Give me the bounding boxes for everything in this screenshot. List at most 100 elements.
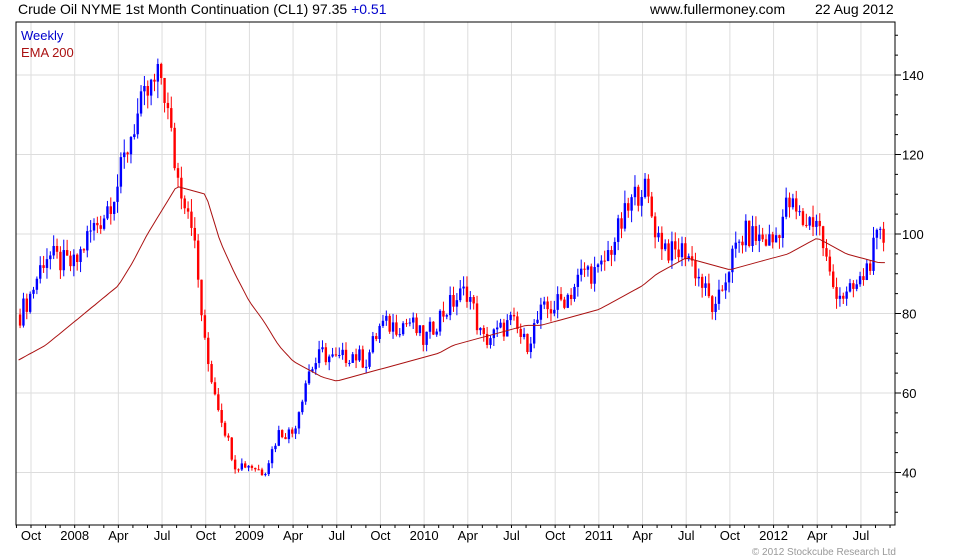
- weekly-bar-body: [459, 288, 462, 301]
- weekly-bar-body: [469, 296, 472, 302]
- chart-title: Crude Oil NYME 1st Month Continuation (C…: [18, 1, 387, 17]
- weekly-bar-body: [674, 241, 677, 250]
- copyright: © 2012 Stockcube Research Ltd: [751, 547, 896, 558]
- weekly-bar-body: [186, 208, 190, 212]
- weekly-bar-body: [102, 218, 106, 229]
- weekly-bar-body: [573, 286, 576, 300]
- weekly-bar-body: [401, 323, 405, 335]
- weekly-bar-body: [737, 241, 741, 243]
- weekly-bar-body: [606, 250, 610, 261]
- weekly-bar-body: [334, 354, 338, 356]
- weekly-bar-body: [623, 203, 627, 229]
- weekly-bar-body: [233, 459, 237, 470]
- weekly-bar-body: [593, 267, 596, 284]
- weekly-bar-body: [223, 422, 227, 436]
- weekly-bar-body: [485, 333, 489, 345]
- weekly-bar-body: [156, 63, 160, 82]
- weekly-bar-body: [512, 314, 516, 317]
- weekly-bar-body: [65, 250, 69, 256]
- weekly-bar-body: [210, 364, 213, 383]
- weekly-bar-body: [160, 63, 163, 78]
- weekly-bar-body: [287, 429, 291, 440]
- weekly-bar-body: [875, 229, 879, 238]
- weekly-bar-body: [697, 276, 700, 279]
- x-tick-label: 2011: [585, 528, 613, 543]
- weekly-bar-body: [361, 349, 364, 368]
- weekly-bar-body: [821, 226, 825, 249]
- weekly-bar-body: [603, 260, 606, 262]
- weekly-bar-body: [260, 469, 264, 476]
- weekly-bar-body: [825, 248, 828, 257]
- weekly-bar-body: [55, 245, 59, 252]
- weekly-bar-body: [721, 289, 724, 291]
- source-link[interactable]: www.fullermoney.com: [650, 1, 786, 17]
- weekly-bar-body: [616, 218, 620, 242]
- weekly-bar-body: [519, 328, 522, 337]
- weekly-bar-body: [59, 251, 62, 271]
- last-price: 97.35: [312, 1, 348, 17]
- weekly-bar-body: [653, 216, 657, 238]
- weekly-bar-body: [455, 300, 459, 307]
- weekly-bar-body: [277, 430, 280, 446]
- weekly-bar-body: [328, 356, 331, 363]
- y-tick-label: 60: [902, 386, 916, 401]
- weekly-bar-body: [462, 286, 465, 289]
- weekly-bar-body: [395, 322, 398, 335]
- weekly-bar-body: [496, 327, 499, 330]
- weekly-bar-body: [522, 333, 526, 337]
- weekly-bar-body: [771, 234, 774, 243]
- weekly-bar-body: [543, 301, 546, 305]
- chart-date: 22 Aug 2012: [815, 1, 894, 17]
- weekly-bar-body: [129, 137, 133, 155]
- weekly-bar-body: [227, 435, 230, 438]
- y-tick-label: 140: [902, 68, 924, 83]
- weekly-bar-body: [408, 322, 412, 324]
- weekly-bar-body: [321, 347, 324, 350]
- weekly-bar-body: [432, 321, 435, 335]
- weekly-bar-body: [445, 315, 448, 317]
- weekly-bar-body: [627, 203, 630, 211]
- weekly-bar-body: [852, 283, 855, 289]
- weekly-bar-body: [704, 283, 707, 288]
- weekly-bar-body: [640, 197, 643, 206]
- weekly-bar-body: [832, 271, 835, 288]
- weekly-bar-body: [364, 366, 368, 368]
- weekly-bar-body: [815, 220, 818, 227]
- weekly-bar-body: [418, 325, 422, 334]
- weekly-bar-body: [610, 250, 613, 255]
- weekly-bar-body: [69, 255, 72, 267]
- legend-weekly: Weekly: [21, 28, 64, 43]
- weekly-bar-body: [838, 295, 842, 299]
- weekly-bar-body: [354, 354, 358, 361]
- weekly-bar-body: [848, 283, 852, 292]
- x-tick-label: Jul: [678, 528, 695, 543]
- weekly-bar-body: [499, 322, 502, 328]
- weekly-bar-body: [539, 304, 543, 320]
- weekly-bar-body: [600, 260, 603, 265]
- weekly-bar-body: [415, 317, 418, 334]
- x-tick-label: Apr: [458, 528, 479, 543]
- weekly-bar-body: [650, 196, 653, 217]
- weekly-bar-body: [687, 256, 690, 260]
- weekly-bar-body: [684, 243, 687, 260]
- weekly-bar-body: [811, 217, 815, 227]
- weekly-bar-body: [385, 315, 388, 321]
- weekly-bar-body: [123, 152, 126, 158]
- x-tick-label: 2009: [235, 528, 264, 543]
- weekly-bar-body: [45, 259, 49, 268]
- weekly-bar-body: [865, 263, 868, 280]
- weekly-bar-body: [700, 276, 704, 288]
- weekly-bar-body: [264, 474, 267, 476]
- weekly-bar-body: [304, 383, 307, 402]
- weekly-bar-body: [324, 347, 328, 363]
- weekly-bar-body: [351, 354, 354, 363]
- weekly-bar-body: [348, 362, 351, 364]
- weekly-bar-body: [489, 338, 492, 345]
- weekly-bar-body: [18, 314, 22, 326]
- weekly-bar-body: [583, 268, 586, 270]
- weekly-bar-body: [664, 243, 667, 250]
- weekly-bar-body: [398, 334, 401, 336]
- weekly-bar-body: [774, 235, 778, 243]
- weekly-bar-body: [694, 260, 697, 279]
